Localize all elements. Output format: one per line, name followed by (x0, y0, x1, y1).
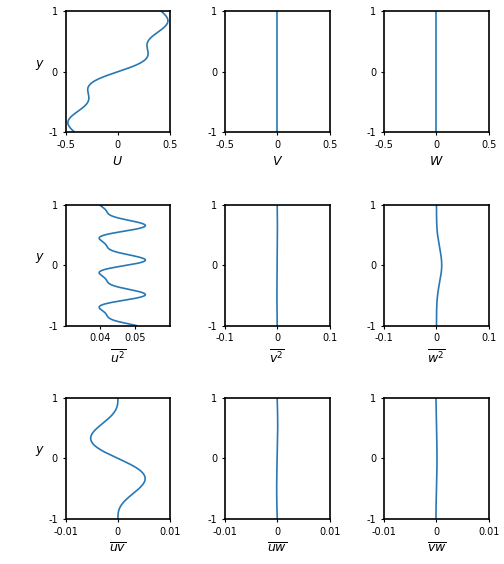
X-axis label: $\overline{w^2}$: $\overline{w^2}$ (427, 349, 446, 367)
X-axis label: $\overline{vw}$: $\overline{vw}$ (427, 542, 447, 556)
X-axis label: $\overline{u^2}$: $\overline{u^2}$ (110, 349, 126, 367)
X-axis label: $W$: $W$ (429, 155, 444, 168)
X-axis label: $V$: $V$ (272, 155, 283, 168)
X-axis label: $U$: $U$ (112, 155, 123, 168)
Y-axis label: $y$: $y$ (35, 444, 45, 459)
Y-axis label: $y$: $y$ (35, 58, 45, 72)
Y-axis label: $y$: $y$ (35, 251, 45, 265)
X-axis label: $\overline{uw}$: $\overline{uw}$ (267, 542, 287, 556)
X-axis label: $\overline{uv}$: $\overline{uv}$ (109, 542, 127, 556)
X-axis label: $\overline{v^2}$: $\overline{v^2}$ (269, 349, 285, 367)
